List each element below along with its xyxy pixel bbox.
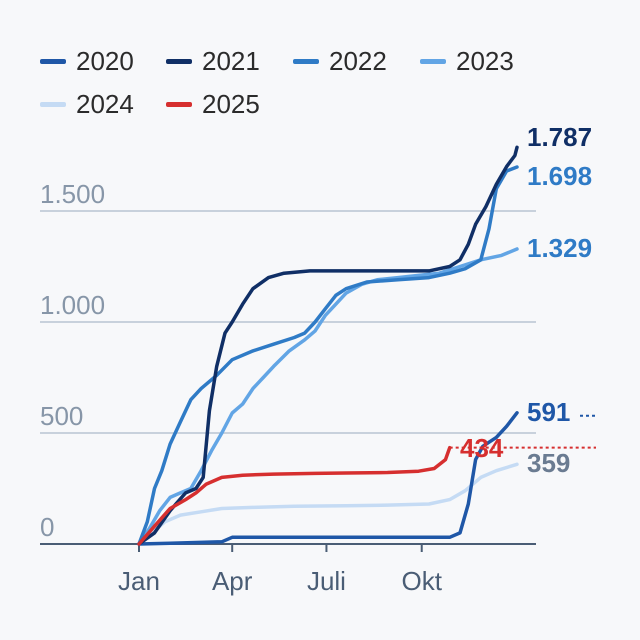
legend-swatch [40,102,66,107]
series-line-2022 [137,165,519,546]
series-line-2021 [137,145,519,546]
legend-swatch [166,59,192,64]
legend-label: 2025 [202,89,260,119]
x-tick-label: Juli [307,566,346,596]
x-tick-label: Apr [212,566,253,596]
y-tick-label: 1.500 [40,179,105,209]
legend-label: 2022 [329,46,387,76]
legend-label: 2024 [76,89,134,119]
end-label-2022: 1.698 [527,161,592,191]
legend-item-2021: 2021 [166,46,260,77]
legend-item-2022: 2022 [293,46,387,77]
legend-item-2023: 2023 [420,46,514,77]
series-line-2025 [137,445,452,546]
legend-label: 2023 [456,46,514,76]
legend-swatch [420,59,446,64]
legend-item-2025: 2025 [166,89,260,120]
x-tick-label: Okt [401,566,442,596]
end-label-2023: 1.329 [527,233,592,263]
legend-item-2024: 2024 [40,89,134,120]
legend-swatch [293,59,319,64]
y-tick-label: 500 [40,401,83,431]
y-axis-ticks: 0 500 1.000 1.500 [40,179,105,542]
series-lines [137,145,519,546]
legend-swatch [40,59,66,64]
series-line-2023 [137,247,519,546]
legend-item-2020: 2020 [40,46,134,77]
y-tick-label: 1.000 [40,290,105,320]
series-line-2020 [137,411,519,546]
legend-label: 2021 [202,46,260,76]
y-tick-label: 0 [40,512,54,542]
end-label-2020: 591 [527,397,570,427]
grid-lines [40,210,536,434]
x-tick-label: Jan [118,566,160,596]
x-axis-ticks: Jan Apr Juli Okt [118,544,443,596]
end-label-2024: 359 [527,448,570,478]
legend-label: 2020 [76,46,134,76]
end-label-2021: 1.787 [527,122,592,152]
legend-swatch [166,102,192,107]
